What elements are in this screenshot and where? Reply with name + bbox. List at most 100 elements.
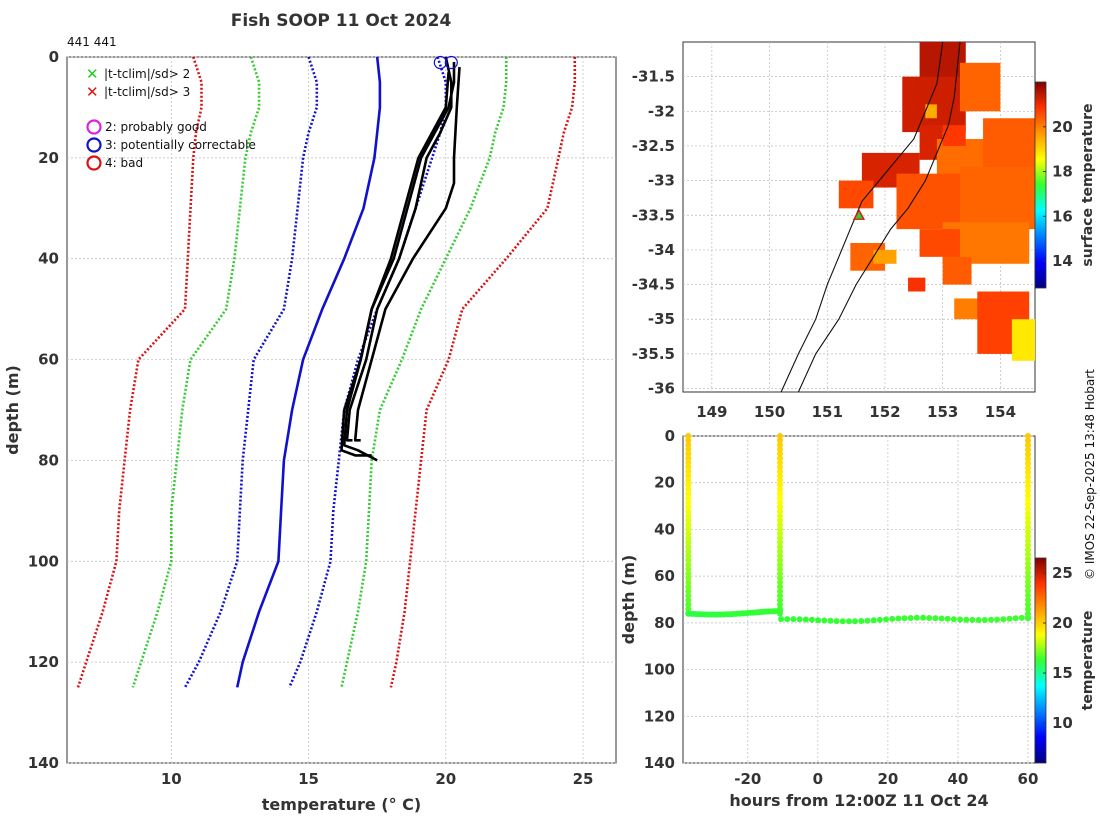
timeseries-plot: -20 0 20 40 60 0 20 40 60 80 100 120 140 10 15 20 25 temp… [619,427,1096,810]
profile-x-tick-label: 20 [435,770,456,788]
profile-x-tick-label: 15 [298,770,319,788]
map-x-tick-label: 153 [927,403,958,421]
timeseries-point [1025,569,1031,576]
timeseries-point [1025,610,1031,617]
clim-minus-1sd-line [183,56,319,689]
timeseries-point [808,616,815,623]
temperature-colorbar-tick-label: 25 [1052,564,1073,582]
profile-y-tick-label: 60 [38,351,59,369]
timeseries-point [777,499,783,506]
timeseries-point [858,618,865,624]
timeseries-point [1025,515,1031,521]
timeseries-point [1025,587,1031,594]
clim-minus-2sd-line [131,56,261,688]
profile-x-tick-label: 25 [573,770,594,788]
timeseries-point [852,618,859,625]
timeseries-point [777,535,783,542]
timeseries-point [685,543,692,550]
timeseries-point [777,455,783,462]
timeseries-point [685,583,692,590]
timeseries-y-axis-label: depth (m) [619,555,638,645]
map-x-tick-label: 151 [812,403,843,421]
timeseries-point [685,504,692,510]
timeseries-point [685,481,692,488]
sst-colorbar-label: surface temperature [1080,103,1096,266]
surface-qc-marker [433,55,447,70]
map-y-tick-label: -31.5 [632,68,675,86]
timeseries-point [994,616,1001,623]
profile-frame [66,56,617,764]
timeseries-point [777,566,783,573]
timeseries-point [777,557,783,564]
timeseries-point [975,617,982,623]
timeseries-point [1000,616,1007,623]
temperature-colorbar-tick-label: 10 [1052,714,1073,732]
timeseries-point [907,615,914,621]
timeseries-point [685,477,692,484]
sst-cell [919,229,960,257]
timeseries-point [1025,487,1031,494]
timeseries-point [1025,501,1031,508]
timeseries-point [685,566,692,573]
copyright-label: © IMOS 22-Sep-2025 13:48 Hobart [1083,369,1097,580]
timeseries-point [790,616,797,623]
sst-cell [1011,319,1035,361]
legend-red-x-icon: ✕ [86,83,99,101]
timeseries-point [1025,597,1031,603]
timeseries-point [777,464,783,471]
timeseries-point [1025,505,1031,512]
timeseries-point [777,570,783,577]
timeseries-point [777,539,783,546]
timeseries-point [685,535,692,542]
timeseries-point [685,472,692,479]
timeseries-x-tick-label: 40 [948,770,969,788]
timeseries-point [777,543,783,550]
timeseries-point [777,481,783,488]
timeseries-y-tick-label: 60 [654,567,675,585]
timeseries-point [777,561,783,568]
timeseries-x-axis-label: hours from 12:00Z 11 Oct 24 [729,791,988,810]
timeseries-point [777,512,783,519]
legend-red-circle-icon [86,155,102,171]
timeseries-point [981,617,988,623]
legend-green-x-icon: ✕ [86,65,99,83]
profile-1-line [345,56,453,442]
legend-qc2: 2: probably good [105,120,207,134]
timeseries-point [969,616,976,623]
timeseries-point [685,499,692,506]
shelf-contour [797,42,961,392]
timeseries-point [1006,615,1013,622]
timeseries-point [777,552,783,559]
timeseries-point [685,579,692,586]
timeseries-point [777,526,783,533]
map-y-tick-label: -35.5 [632,345,675,363]
profile-plot: 10 15 20 25 0 20 40 60 80 100 120 140 temperature (°… [3,48,617,814]
timeseries-point [1025,524,1031,531]
timeseries-y-tick-label: 80 [654,614,675,632]
timeseries-point [920,614,927,621]
timeseries-point [685,517,692,524]
timeseries-point [1025,542,1031,549]
legend-flag-3sd: |t-tclim|/sd> 3 [104,85,190,99]
timeseries-point [833,618,840,625]
timeseries-point [821,617,828,624]
timeseries-point [913,614,920,621]
sst-cell [873,249,897,264]
timeseries-point [839,618,846,625]
timeseries-point [685,441,692,448]
timeseries-point [889,615,896,622]
timeseries-point [938,615,945,622]
timeseries-point [895,615,902,622]
sst-colorbar-tick-label: 16 [1052,207,1073,225]
clim-minus-3sd-line [76,56,203,688]
timeseries-point [777,459,783,466]
timeseries-point [777,548,783,555]
coastline [780,42,944,392]
timeseries-x-tick-label: 0 [813,770,823,788]
sst-colorbar [1034,81,1047,289]
timeseries-point [876,616,883,623]
timeseries-point [1025,565,1031,572]
profile-y-axis-label: depth (m) [3,365,22,455]
profile-y-tick-label: 140 [28,754,59,772]
